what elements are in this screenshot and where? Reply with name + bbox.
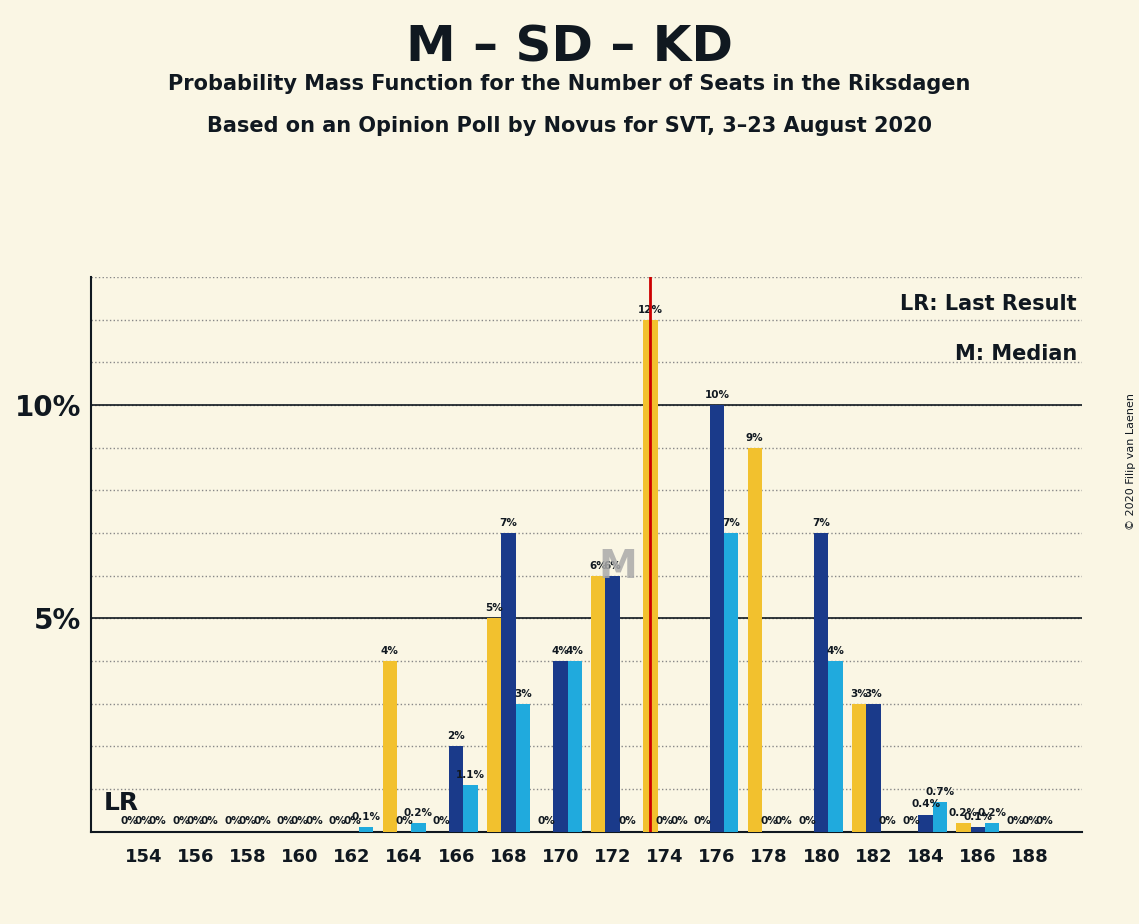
Text: 3%: 3% [865,688,883,699]
Text: 0.2%: 0.2% [977,808,1007,818]
Text: 5%: 5% [485,603,503,614]
Bar [516,704,530,832]
Bar [591,576,606,832]
Text: M: Median: M: Median [954,344,1077,364]
Text: 0%: 0% [775,817,793,826]
Text: 6%: 6% [604,561,622,571]
Text: 0%: 0% [902,817,920,826]
Text: Based on an Opinion Poll by Novus for SVT, 3–23 August 2020: Based on an Opinion Poll by Novus for SV… [207,116,932,136]
Text: 0%: 0% [172,817,190,826]
Text: Probability Mass Function for the Number of Seats in the Riksdagen: Probability Mass Function for the Number… [169,74,970,94]
Bar [449,747,464,832]
Bar [852,704,867,832]
Bar [747,448,762,832]
Text: 3%: 3% [850,688,868,699]
Text: 0%: 0% [694,817,712,826]
Text: © 2020 Filip van Laenen: © 2020 Filip van Laenen [1126,394,1136,530]
Text: 1.1%: 1.1% [456,770,485,780]
Text: 0%: 0% [343,817,361,826]
Text: M: M [598,548,637,586]
Text: 4%: 4% [827,646,844,656]
Bar [970,827,985,832]
Text: 0%: 0% [656,817,673,826]
Text: 0.2%: 0.2% [404,808,433,818]
Text: LR: Last Result: LR: Last Result [901,294,1077,314]
Bar [828,661,843,832]
Text: 0%: 0% [618,817,636,826]
Text: 0.1%: 0.1% [964,812,992,822]
Text: 0%: 0% [1021,817,1039,826]
Bar [464,784,477,832]
Text: 0%: 0% [760,817,778,826]
Bar [933,802,948,832]
Bar [957,823,970,832]
Text: 0.1%: 0.1% [352,812,380,822]
Text: 4%: 4% [566,646,584,656]
Text: 0.2%: 0.2% [949,808,978,818]
Bar [501,533,516,832]
Bar [814,533,828,832]
Text: 0%: 0% [253,817,271,826]
Text: 7%: 7% [499,518,517,528]
Bar [867,704,880,832]
Bar [985,823,999,832]
Text: 4%: 4% [380,646,399,656]
Bar [486,618,501,832]
Text: 0%: 0% [134,817,153,826]
Text: 0%: 0% [290,817,309,826]
Text: 0%: 0% [329,817,346,826]
Text: 0%: 0% [224,817,243,826]
Text: 7%: 7% [812,518,830,528]
Text: 0%: 0% [239,817,256,826]
Text: 0%: 0% [798,817,816,826]
Text: 0.7%: 0.7% [925,786,954,796]
Text: 0%: 0% [149,817,166,826]
Bar [918,815,933,832]
Bar [411,823,426,832]
Text: 0%: 0% [538,817,555,826]
Text: 0%: 0% [305,817,323,826]
Text: 0%: 0% [1007,817,1024,826]
Bar [567,661,582,832]
Bar [724,533,738,832]
Text: 0%: 0% [187,817,204,826]
Bar [710,405,724,832]
Text: 10%: 10% [704,390,729,400]
Text: 9%: 9% [746,432,763,443]
Text: 0%: 0% [879,817,896,826]
Text: 0%: 0% [200,817,219,826]
Text: M – SD – KD: M – SD – KD [405,23,734,71]
Text: 2%: 2% [448,731,465,741]
Bar [359,827,374,832]
Text: 0.4%: 0.4% [911,799,940,809]
Text: 6%: 6% [590,561,607,571]
Bar [554,661,567,832]
Bar [644,320,657,832]
Text: 0%: 0% [120,817,138,826]
Text: 3%: 3% [514,688,532,699]
Text: 0%: 0% [670,817,688,826]
Text: 0%: 0% [395,817,413,826]
Text: 0%: 0% [433,817,451,826]
Bar [606,576,620,832]
Text: 0%: 0% [277,817,294,826]
Text: 4%: 4% [551,646,570,656]
Text: 7%: 7% [722,518,740,528]
Text: LR: LR [104,791,139,815]
Bar [383,661,396,832]
Text: 0%: 0% [1035,817,1054,826]
Text: 12%: 12% [638,305,663,315]
